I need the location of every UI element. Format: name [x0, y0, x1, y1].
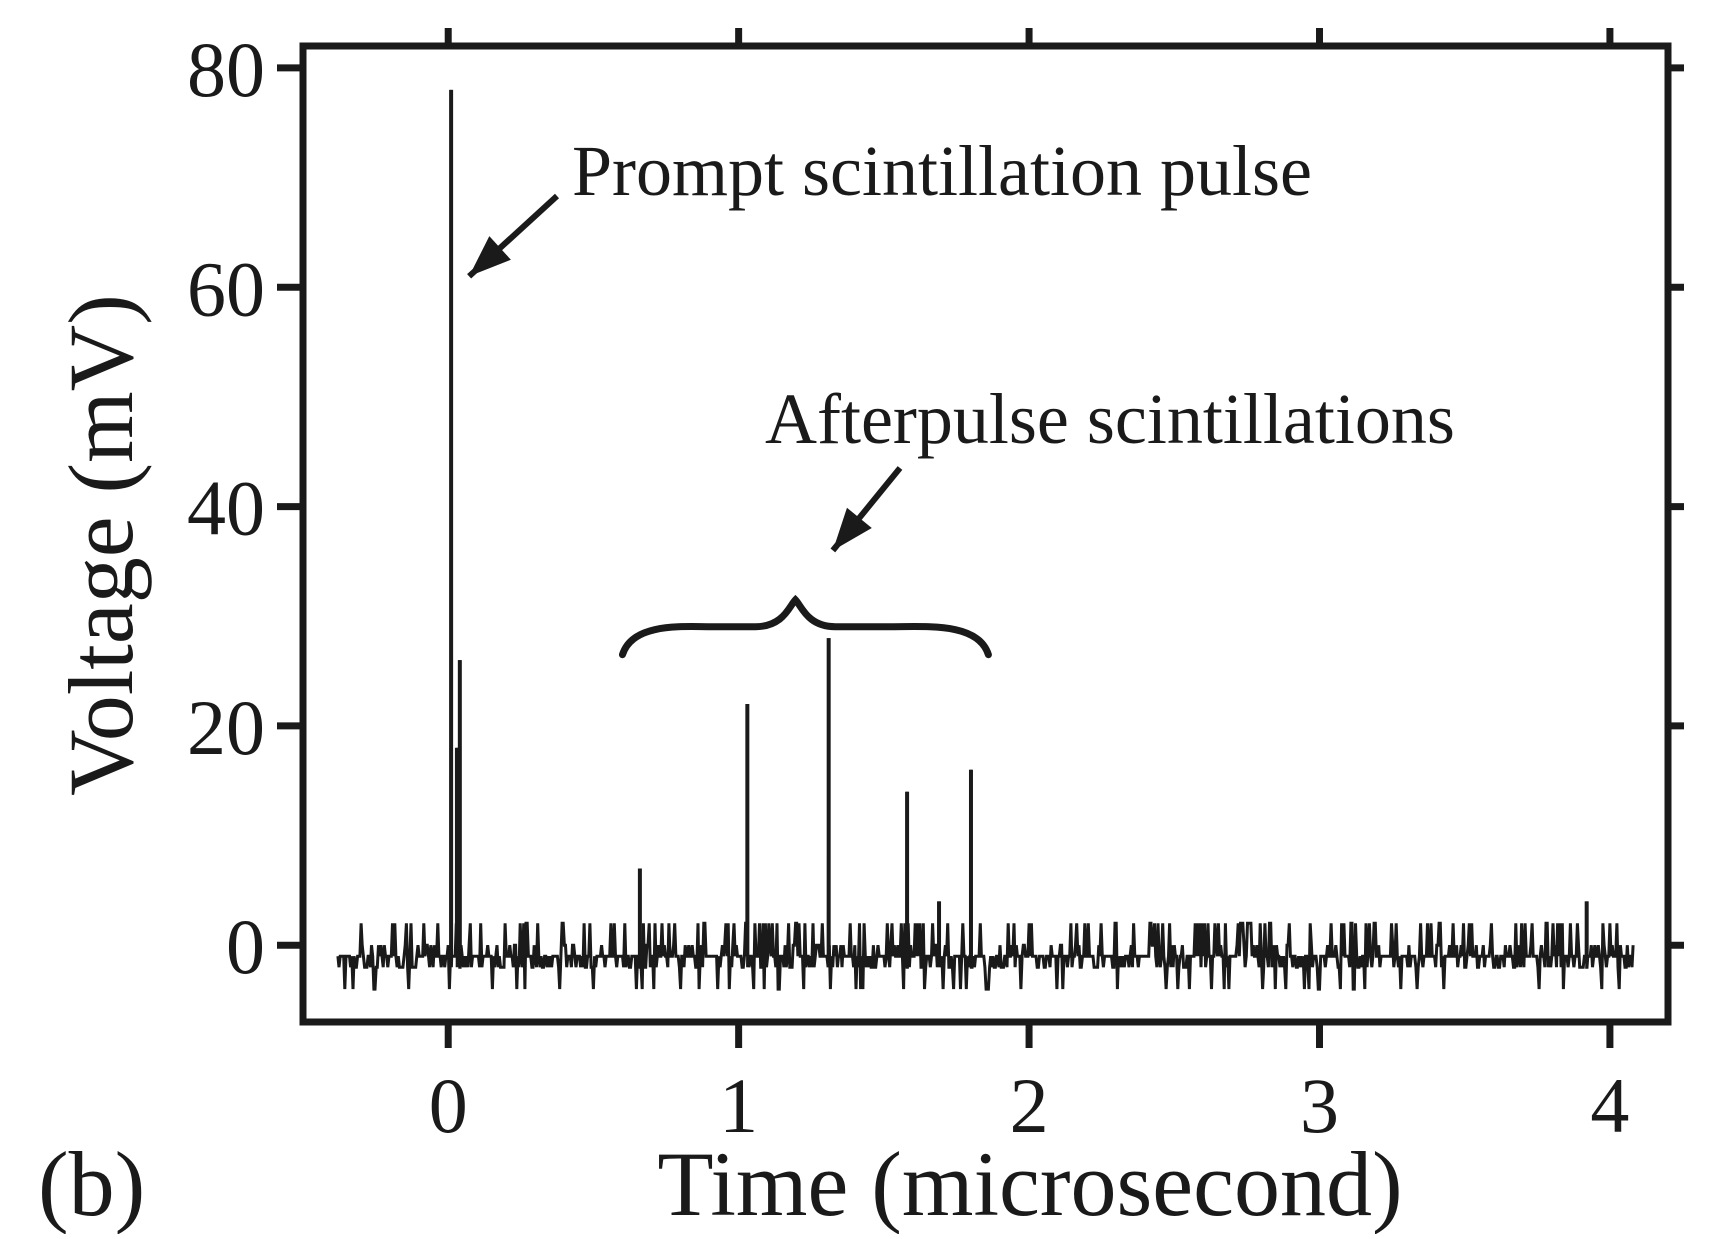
annotation-afterpulses: Afterpulse scintillations: [765, 379, 1455, 459]
y-tick-label: 80: [187, 26, 265, 113]
panel-label: (b): [38, 1133, 145, 1234]
annotation-prompt-pulse: Prompt scintillation pulse: [572, 131, 1312, 211]
x-tick-label: 3: [1300, 1062, 1339, 1149]
y-axis-title: Voltage (mV): [50, 294, 152, 796]
trace-line: [336, 89, 1635, 991]
y-tick-label: 40: [187, 465, 265, 552]
x-axis-title: Time (microsecond): [657, 1133, 1402, 1234]
annotations: [467, 193, 992, 659]
afterpulse-brace: [618, 594, 992, 659]
x-tick-label: 4: [1590, 1062, 1629, 1149]
afterpulse-arrow-head: [832, 507, 872, 551]
prompt-arrow-head: [469, 236, 511, 277]
x-tick-label: 0: [429, 1062, 468, 1149]
plot-frame: [299, 42, 1672, 1026]
axis-ticks: 0 20 40 60 80 0 1 2 3 4: [187, 26, 1684, 1149]
plot-frame-rect: [299, 42, 1672, 1026]
y-tick-label: 60: [187, 245, 265, 332]
x-tick-label: 2: [1010, 1062, 1049, 1149]
x-tick-label: 1: [719, 1062, 758, 1149]
y-tick-label: 0: [226, 903, 265, 990]
y-tick-label: 20: [187, 684, 265, 771]
signal-trace: [336, 89, 1635, 991]
